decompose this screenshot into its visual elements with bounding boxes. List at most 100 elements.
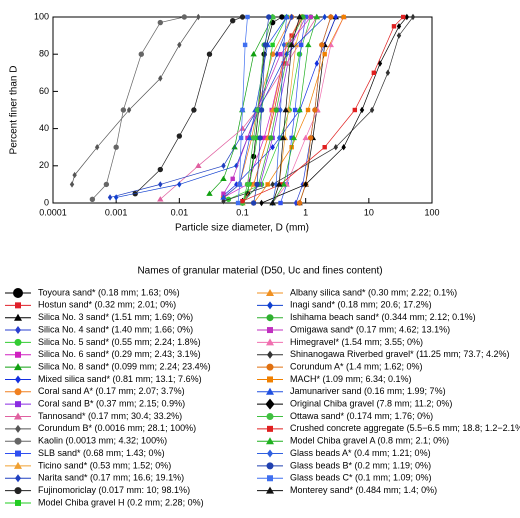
data-point xyxy=(284,13,289,21)
data-point xyxy=(89,196,96,202)
series-line xyxy=(92,16,185,200)
legend-label: Toyoura sand* (0.18 mm; 1.63; 0%) xyxy=(38,287,180,297)
data-point xyxy=(191,107,197,113)
data-point xyxy=(307,135,314,141)
data-point xyxy=(94,144,100,151)
legend-label: Narita sand* (0.17 mm; 16.6; 19.1%) xyxy=(38,473,184,483)
data-point xyxy=(288,41,295,48)
legend-marker xyxy=(14,487,22,495)
legend-marker xyxy=(15,474,21,483)
data-point xyxy=(245,14,250,20)
x-tick-label: 0.001 xyxy=(105,207,128,217)
data-point xyxy=(278,52,283,57)
data-point xyxy=(283,60,290,66)
data-point xyxy=(107,194,113,201)
data-point xyxy=(230,18,236,24)
data-point xyxy=(113,144,119,150)
data-point xyxy=(157,196,164,202)
legend-marker xyxy=(14,388,22,396)
data-point xyxy=(274,51,280,58)
data-point xyxy=(221,191,226,196)
series-line xyxy=(242,16,273,204)
data-point xyxy=(244,181,251,188)
legend-label: Glass beads A* (0.4 mm; 1.21; 0%) xyxy=(290,448,431,458)
data-point xyxy=(103,181,110,188)
legend-marker xyxy=(267,376,273,383)
x-tick-label: 0.01 xyxy=(171,207,189,217)
legend-label: Model Chiba gravel A (0.8 mm; 2.1; 0%) xyxy=(290,436,449,446)
legend-marker xyxy=(14,313,22,321)
data-point xyxy=(177,181,182,188)
data-point xyxy=(401,14,406,20)
legend-label: Silica No. 6 sand* (0.29 mm; 2.43; 3.1%) xyxy=(38,349,201,359)
x-tick-label: 0.1 xyxy=(236,207,249,217)
data-point xyxy=(240,107,245,113)
legend-marker xyxy=(267,449,273,458)
x-axis-label: Particle size diameter, D (mm) xyxy=(175,223,309,234)
data-point xyxy=(293,199,299,207)
data-point xyxy=(333,13,339,21)
legend-label: Original Chiba gravel (7.8 mm; 11.2; 0%) xyxy=(290,399,452,409)
legend-marker xyxy=(267,425,273,432)
data-point xyxy=(322,13,327,21)
data-point xyxy=(230,176,235,182)
data-point xyxy=(322,145,327,150)
series-line xyxy=(242,16,306,202)
data-point xyxy=(221,162,226,169)
legend-marker xyxy=(267,475,273,482)
data-point xyxy=(314,60,319,67)
data-point xyxy=(289,13,294,21)
legend-marker xyxy=(15,401,21,408)
data-point xyxy=(282,106,289,113)
legend-label: Silica No. 5 sand* (0.55 mm; 2.24; 1.8%) xyxy=(38,337,201,347)
data-point xyxy=(257,135,263,141)
data-point xyxy=(292,107,298,113)
series-line xyxy=(272,16,300,204)
data-point xyxy=(404,13,410,21)
data-point xyxy=(359,106,365,114)
data-point xyxy=(69,181,75,188)
legend-label: Kaolin (0.0013 mm; 4.32; 100%) xyxy=(38,436,167,446)
series-line xyxy=(242,16,287,204)
data-point xyxy=(377,60,383,67)
data-point xyxy=(269,199,276,206)
legend-label: Glass beads B* (0.2 mm; 1.19; 0%) xyxy=(290,460,431,470)
data-point xyxy=(303,181,308,188)
data-point xyxy=(296,13,303,20)
legend-label: Crushed concrete aggregate (5.5−6.5 mm; … xyxy=(290,423,520,433)
data-point xyxy=(206,51,213,57)
legend-marker xyxy=(15,302,21,309)
data-point xyxy=(410,13,416,21)
data-point xyxy=(299,42,304,48)
legend-marker xyxy=(266,363,274,371)
data-point xyxy=(296,106,303,113)
data-point xyxy=(176,133,183,139)
series-line xyxy=(272,16,345,204)
data-point xyxy=(275,181,283,187)
legend-marker xyxy=(15,351,21,358)
data-point xyxy=(280,181,287,187)
data-point xyxy=(302,134,309,141)
data-point xyxy=(270,42,275,48)
data-point xyxy=(281,41,286,49)
data-point xyxy=(266,14,272,20)
data-point xyxy=(281,61,286,66)
data-point xyxy=(258,107,265,113)
y-tick-label: 60 xyxy=(39,86,49,96)
legend-label: Fujinomoriclay (0.017 mm: 10; 98.1%) xyxy=(38,485,190,495)
data-point xyxy=(113,194,119,201)
data-point xyxy=(250,135,257,141)
data-point xyxy=(238,135,244,141)
data-point xyxy=(333,144,339,151)
legend-marker xyxy=(265,398,275,410)
legend-label: Corundum B* (0.0016 mm; 28.1; 100%) xyxy=(38,423,196,433)
series-line xyxy=(299,16,332,204)
legend-marker xyxy=(15,424,21,433)
legend-marker xyxy=(13,288,23,298)
legend-label: Silica No. 4 sand* (1.40 mm; 1.66; 0%) xyxy=(38,324,193,334)
series-line xyxy=(242,16,302,204)
legend-marker xyxy=(267,301,273,310)
data-point xyxy=(254,181,260,188)
data-point xyxy=(220,175,227,182)
legend-marker xyxy=(266,486,274,494)
